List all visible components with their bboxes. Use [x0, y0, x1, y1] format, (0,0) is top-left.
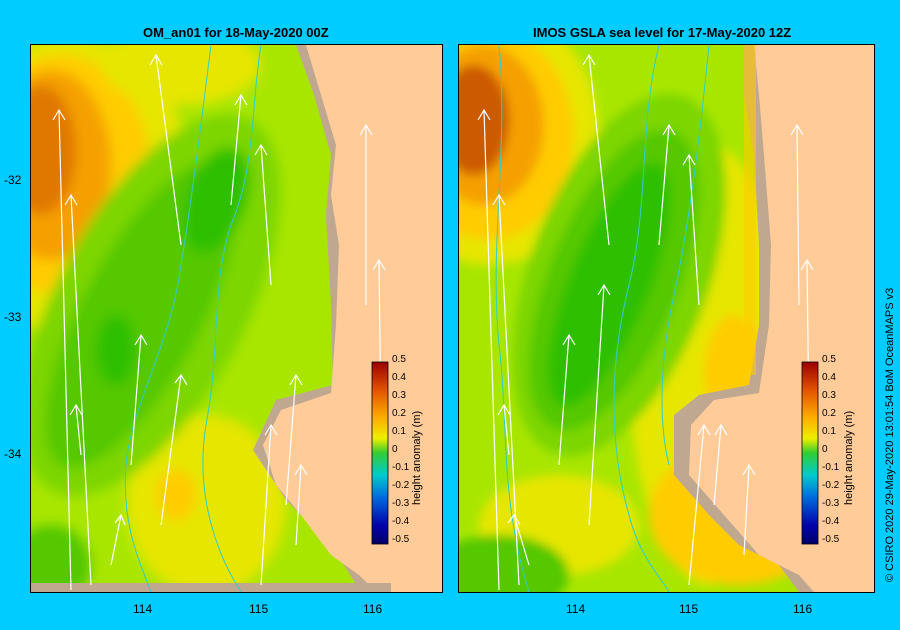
colorbar-label-left: height anomaly (m) [411, 410, 423, 505]
x-tick-right-1: 114 [566, 602, 586, 616]
current-arrows-left [52, 53, 386, 591]
x-tick-left-1: 114 [133, 602, 153, 616]
x-tick-right-2: 115 [679, 602, 699, 616]
map-right-svg [459, 45, 874, 592]
y-tick-left-3: -34 [4, 447, 22, 461]
map-right [458, 44, 875, 593]
y-tick-left-2: -33 [4, 310, 22, 324]
panel-title-left: OM_an01 for 18-May-2020 00Z [143, 25, 329, 40]
colorbar-left [371, 361, 389, 545]
y-tick-left-1: -32 [4, 173, 22, 187]
colorbar-ticks-left: 0.5 0.4 0.3 0.2 0.1 0 -0.1 -0.2 -0.3 -0.… [392, 354, 410, 545]
colorbar-right [801, 361, 819, 545]
map-left [30, 44, 443, 593]
panel-title-right: IMOS GSLA sea level for 17-May-2020 12Z [533, 25, 792, 40]
x-tick-left-3: 116 [363, 602, 383, 616]
credit-text: © CSIRO 2020 29-May-2020 13:01:54 BoM Oc… [884, 287, 896, 582]
colorbar-label-right: height anomaly (m) [843, 410, 855, 505]
map-left-svg [31, 45, 442, 592]
x-tick-right-3: 116 [793, 602, 813, 616]
colorbar-ticks-right: 0.5 0.4 0.3 0.2 0.1 0 -0.1 -0.2 -0.3 -0.… [822, 354, 840, 545]
x-tick-left-2: 115 [249, 602, 269, 616]
